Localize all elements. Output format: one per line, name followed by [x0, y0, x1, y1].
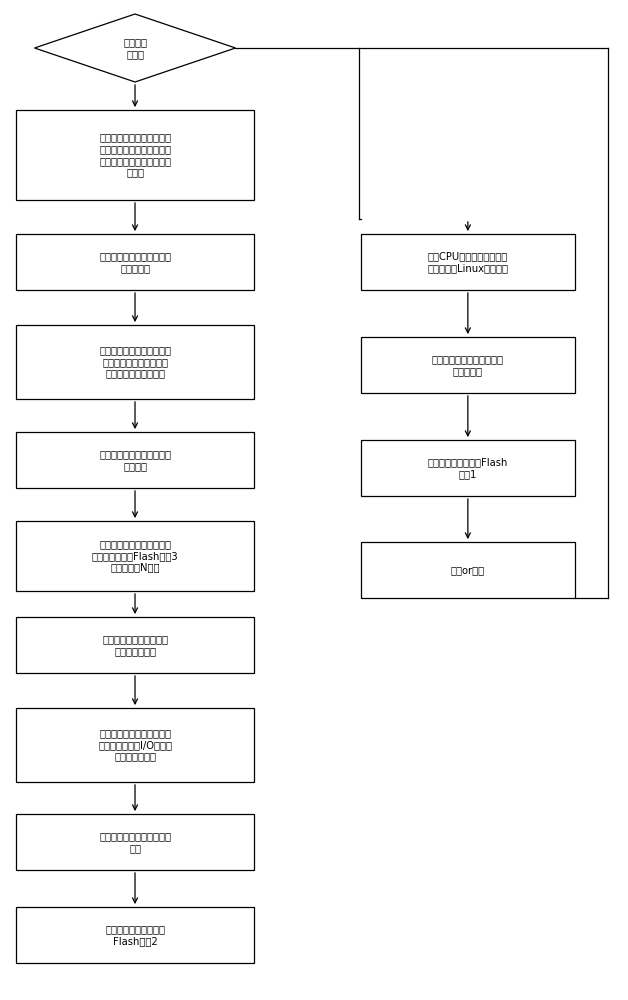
FancyBboxPatch shape — [16, 907, 254, 963]
FancyBboxPatch shape — [361, 337, 575, 393]
FancyBboxPatch shape — [16, 234, 254, 290]
FancyBboxPatch shape — [16, 617, 254, 673]
Text: 重启or关机: 重启or关机 — [451, 565, 485, 575]
Text: 保存设备驱动的当前寄存器
表和相关接口的I/O值，形
成驱动寄存器表: 保存设备驱动的当前寄存器 表和相关接口的I/O值，形 成驱动寄存器表 — [98, 728, 172, 762]
FancyBboxPatch shape — [16, 814, 254, 870]
FancyBboxPatch shape — [16, 432, 254, 488]
Text: 保存当前
状态？: 保存当前 状态？ — [123, 37, 147, 59]
Text: 将内核快照压缩填入Flash
分区1: 将内核快照压缩填入Flash 分区1 — [428, 457, 508, 479]
Text: 将驱动快照压缩，填入
Flash分区2: 将驱动快照压缩，填入 Flash分区2 — [105, 924, 165, 946]
Text: 将应用信息快照和应用功能
快照压缩，填入Flash分区3
的配置选项N块区: 将应用信息快照和应用功能 快照压缩，填入Flash分区3 的配置选项N块区 — [92, 539, 178, 573]
FancyBboxPatch shape — [16, 325, 254, 399]
Text: 将应用功能脚本转化为应用
功能快照: 将应用功能脚本转化为应用 功能快照 — [99, 449, 171, 471]
Text: 将驱动寄存器表转化为驱动
快照: 将驱动寄存器表转化为驱动 快照 — [99, 831, 171, 853]
FancyBboxPatch shape — [361, 440, 575, 496]
FancyBboxPatch shape — [16, 708, 254, 782]
Text: 检测当前应用状态，形成模
块信息、进程信息、磁盘信
息、配置信息，合成应用信
息脚本: 检测当前应用状态，形成模 块信息、进程信息、磁盘信 息、配置信息，合成应用信 息… — [99, 133, 171, 177]
FancyBboxPatch shape — [361, 542, 575, 598]
Text: 杀掉各应用进程、卸载磁
盘、卸载模块、: 杀掉各应用进程、卸载磁 盘、卸载模块、 — [102, 634, 168, 656]
FancyBboxPatch shape — [16, 521, 254, 591]
Text: 分析主功能器件的当前寄存
器表，相关接口的寄存器
值，形成应用功能脚本: 分析主功能器件的当前寄存 器表，相关接口的寄存器 值，形成应用功能脚本 — [99, 345, 171, 379]
FancyBboxPatch shape — [16, 110, 254, 200]
Text: 保存CPU的当前寄存器表，
保存内存中Linux相关数据: 保存CPU的当前寄存器表， 保存内存中Linux相关数据 — [428, 251, 508, 273]
Polygon shape — [35, 14, 236, 82]
Text: 将应用信息脚本转化为应用
信息快照。: 将应用信息脚本转化为应用 信息快照。 — [99, 251, 171, 273]
Text: 将上述寄存器表和内存表合
成内核快照: 将上述寄存器表和内存表合 成内核快照 — [432, 354, 504, 376]
FancyBboxPatch shape — [361, 234, 575, 290]
